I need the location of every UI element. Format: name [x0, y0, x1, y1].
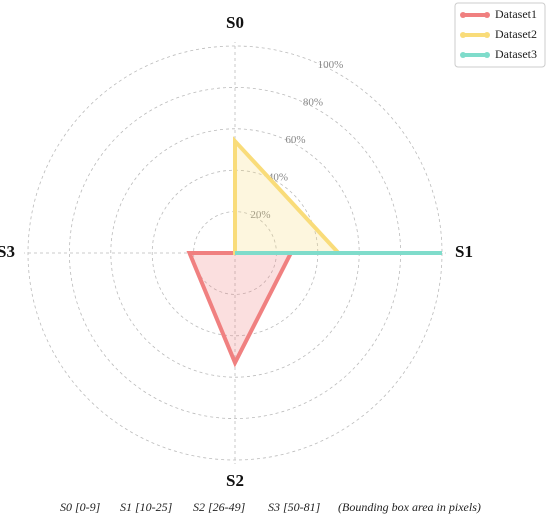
- axis-label: S0: [226, 13, 244, 32]
- series-area: [233, 136, 344, 255]
- series-area: [186, 251, 295, 368]
- footnote: S2 [26-49]: [193, 500, 246, 514]
- legend-label: Dataset1: [495, 7, 537, 21]
- axis-label: S2: [226, 471, 244, 490]
- footnote: S3 [50-81]: [268, 500, 321, 514]
- footnote: S0 [0-9]: [60, 500, 101, 514]
- legend-marker: [460, 12, 466, 18]
- r-tick-label: 20%: [250, 209, 270, 221]
- r-tick-label: 80%: [303, 96, 323, 108]
- legend-marker: [484, 52, 490, 58]
- legend-marker: [484, 32, 490, 38]
- legend-marker: [484, 12, 490, 18]
- footnote: S1 [10-25]: [120, 500, 173, 514]
- legend-label: Dataset2: [495, 27, 537, 41]
- r-tick-label: 60%: [285, 134, 305, 146]
- legend-label: Dataset3: [495, 47, 537, 61]
- r-tick-label: 100%: [318, 59, 344, 71]
- axis-label: S3: [0, 242, 15, 261]
- axis-label: S1: [455, 242, 473, 261]
- legend-box: [454, 2, 546, 68]
- legend-marker: [460, 52, 466, 58]
- footnote: (Bounding box area in pixels): [338, 500, 481, 514]
- legend-marker: [460, 32, 466, 38]
